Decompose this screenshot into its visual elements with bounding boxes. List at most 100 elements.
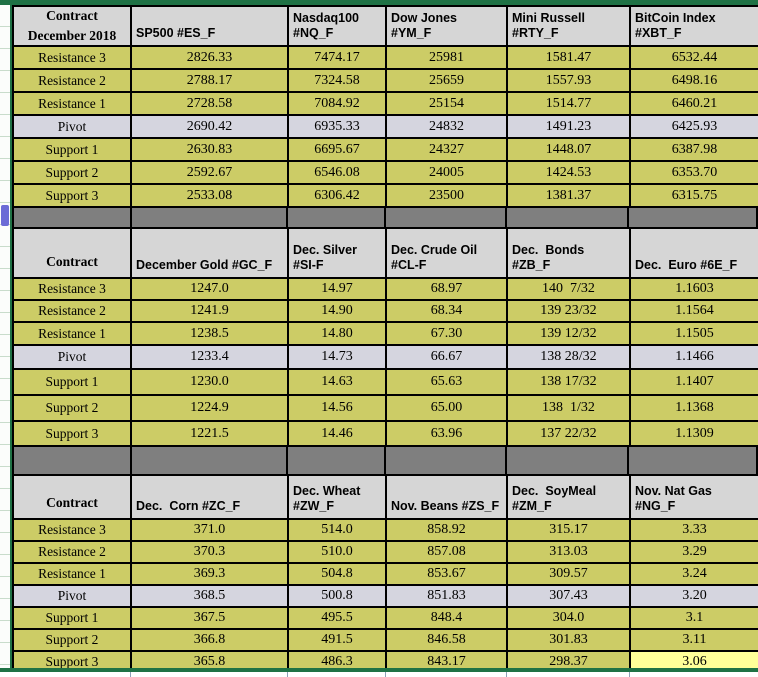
value-cell[interactable]: 6387.98 [631, 139, 758, 162]
value-cell[interactable]: 6353.70 [631, 162, 758, 185]
row-label-cell[interactable]: Resistance 1 [14, 323, 132, 346]
value-cell[interactable]: 3.33 [631, 520, 758, 542]
value-cell[interactable]: 1557.93 [508, 70, 631, 93]
column-header-cell[interactable]: Dec. Bonds #ZB_F [508, 229, 631, 279]
column-header-cell[interactable]: Contract [14, 476, 132, 520]
value-cell[interactable]: 2533.08 [132, 185, 289, 208]
row-label-cell[interactable]: Pivot [14, 116, 132, 139]
value-cell[interactable]: 6935.33 [289, 116, 387, 139]
value-cell[interactable]: 510.0 [289, 542, 387, 564]
value-cell[interactable]: 3.11 [631, 630, 758, 652]
value-cell[interactable]: 315.17 [508, 520, 631, 542]
value-cell[interactable]: 369.3 [132, 564, 289, 586]
value-cell[interactable]: 23500 [387, 185, 508, 208]
value-cell[interactable]: 1448.07 [508, 139, 631, 162]
value-cell[interactable]: 14.90 [289, 301, 387, 323]
value-cell[interactable]: 504.8 [289, 564, 387, 586]
value-cell[interactable]: 138 28/32 [508, 346, 631, 370]
value-cell[interactable]: 2826.33 [132, 47, 289, 70]
value-cell[interactable]: 1.1368 [631, 396, 758, 422]
value-cell[interactable]: 6498.16 [631, 70, 758, 93]
row-label-cell[interactable]: Support 3 [14, 185, 132, 208]
value-cell[interactable]: 1221.5 [132, 422, 289, 447]
value-cell[interactable]: 858.92 [387, 520, 508, 542]
column-header-cell[interactable]: Nov. Beans #ZS_F [387, 476, 508, 520]
value-cell[interactable]: 1.1309 [631, 422, 758, 447]
row-label-cell[interactable]: Resistance 3 [14, 47, 132, 70]
value-cell[interactable]: 495.5 [289, 608, 387, 630]
value-cell[interactable]: 6460.21 [631, 93, 758, 116]
value-cell[interactable]: 1238.5 [132, 323, 289, 346]
value-cell[interactable]: 3.29 [631, 542, 758, 564]
value-cell[interactable]: 7084.92 [289, 93, 387, 116]
value-cell[interactable]: 2690.42 [132, 116, 289, 139]
value-cell[interactable]: 1230.0 [132, 370, 289, 396]
value-cell[interactable]: 3.24 [631, 564, 758, 586]
value-cell[interactable]: 1247.0 [132, 279, 289, 301]
value-cell[interactable]: 1.1505 [631, 323, 758, 346]
value-cell[interactable]: 24327 [387, 139, 508, 162]
column-header-cell[interactable]: Nasdaq100 #NQ_F [289, 7, 387, 47]
column-header-cell[interactable]: Dec. Euro #6E_F [631, 229, 758, 279]
value-cell[interactable]: 63.96 [387, 422, 508, 447]
value-cell[interactable]: 25659 [387, 70, 508, 93]
row-label-cell[interactable]: Resistance 2 [14, 542, 132, 564]
value-cell[interactable]: 25981 [387, 47, 508, 70]
row-label-cell[interactable]: Pivot [14, 346, 132, 370]
value-cell[interactable]: 67.30 [387, 323, 508, 346]
value-cell[interactable]: 2788.17 [132, 70, 289, 93]
row-label-cell[interactable]: Support 3 [14, 422, 132, 447]
value-cell[interactable]: 138 17/32 [508, 370, 631, 396]
value-cell[interactable]: 309.57 [508, 564, 631, 586]
value-cell[interactable]: 14.46 [289, 422, 387, 447]
value-cell[interactable]: 301.83 [508, 630, 631, 652]
value-cell[interactable]: 14.80 [289, 323, 387, 346]
value-cell[interactable]: 491.5 [289, 630, 387, 652]
value-cell[interactable]: 1233.4 [132, 346, 289, 370]
value-cell[interactable]: 1491.23 [508, 116, 631, 139]
row-label-cell[interactable]: Support 2 [14, 630, 132, 652]
value-cell[interactable]: 7324.58 [289, 70, 387, 93]
row-label-cell[interactable]: Resistance 3 [14, 520, 132, 542]
value-cell[interactable]: 14.73 [289, 346, 387, 370]
row-label-cell[interactable]: Support 1 [14, 139, 132, 162]
value-cell[interactable]: 24005 [387, 162, 508, 185]
row-label-cell[interactable]: Support 2 [14, 396, 132, 422]
value-cell[interactable]: 307.43 [508, 586, 631, 608]
value-cell[interactable]: 138 1/32 [508, 396, 631, 422]
column-header-cell[interactable]: Contract December 2018 [14, 7, 132, 47]
row-label-cell[interactable]: Support 2 [14, 162, 132, 185]
row-label-cell[interactable]: Pivot [14, 586, 132, 608]
value-cell[interactable]: 1581.47 [508, 47, 631, 70]
column-header-cell[interactable]: BitCoin Index #XBT_F [631, 7, 758, 47]
column-header-cell[interactable]: Nov. Nat Gas #NG_F [631, 476, 758, 520]
column-header-cell[interactable]: Dec. SoyMeal #ZM_F [508, 476, 631, 520]
row-label-cell[interactable]: Support 1 [14, 370, 132, 396]
value-cell[interactable]: 14.63 [289, 370, 387, 396]
row-label-cell[interactable]: Resistance 1 [14, 564, 132, 586]
value-cell[interactable]: 3.1 [631, 608, 758, 630]
value-cell[interactable]: 139 23/32 [508, 301, 631, 323]
row-label-cell[interactable]: Resistance 3 [14, 279, 132, 301]
value-cell[interactable]: 14.97 [289, 279, 387, 301]
value-cell[interactable]: 65.63 [387, 370, 508, 396]
value-cell[interactable]: 1241.9 [132, 301, 289, 323]
value-cell[interactable]: 1514.77 [508, 93, 631, 116]
column-header-cell[interactable]: Dec. Crude Oil #CL-F [387, 229, 508, 279]
value-cell[interactable]: 6695.67 [289, 139, 387, 162]
value-cell[interactable]: 65.00 [387, 396, 508, 422]
value-cell[interactable]: 1424.53 [508, 162, 631, 185]
value-cell[interactable]: 313.03 [508, 542, 631, 564]
value-cell[interactable]: 366.8 [132, 630, 289, 652]
value-cell[interactable]: 68.97 [387, 279, 508, 301]
value-cell[interactable]: 6425.93 [631, 116, 758, 139]
value-cell[interactable]: 140 7/32 [508, 279, 631, 301]
value-cell[interactable]: 1.1466 [631, 346, 758, 370]
value-cell[interactable]: 1.1407 [631, 370, 758, 396]
value-cell[interactable]: 2728.58 [132, 93, 289, 116]
value-cell[interactable]: 304.0 [508, 608, 631, 630]
value-cell[interactable]: 24832 [387, 116, 508, 139]
value-cell[interactable]: 139 12/32 [508, 323, 631, 346]
column-header-cell[interactable]: Dec. Corn #ZC_F [132, 476, 289, 520]
value-cell[interactable]: 3.20 [631, 586, 758, 608]
